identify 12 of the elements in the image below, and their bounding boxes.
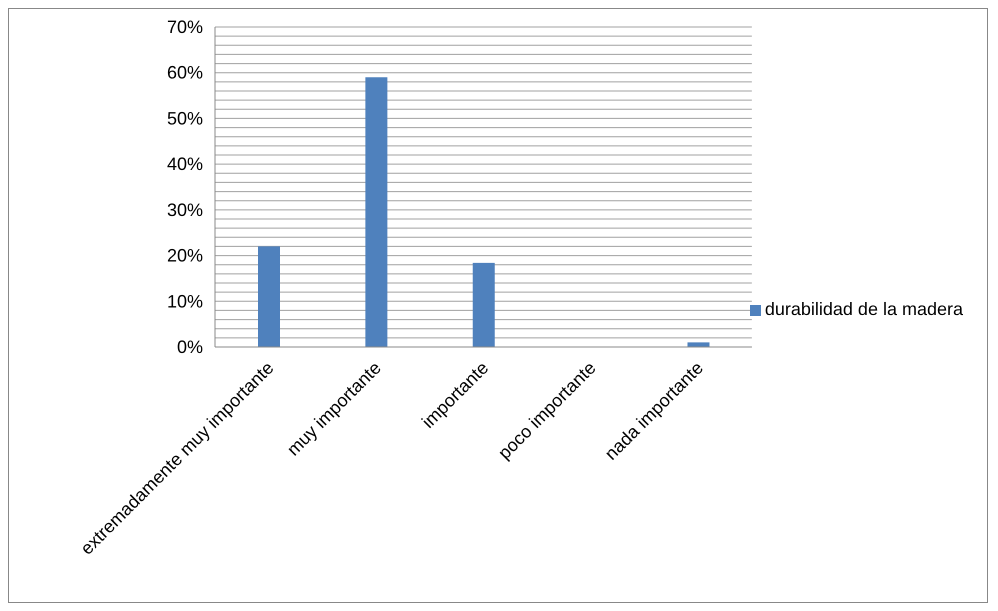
y-tick-label: 10% — [166, 291, 203, 312]
bar — [472, 262, 495, 347]
y-tick-label: 60% — [166, 62, 203, 83]
y-tick-label: 40% — [166, 154, 203, 174]
legend-label: durabilidad de la madera — [764, 299, 963, 319]
y-tick-label: 0% — [176, 337, 203, 357]
y-tick-label: 20% — [166, 246, 203, 266]
y-tick-label: 50% — [166, 108, 203, 128]
bar — [365, 77, 388, 347]
bar — [258, 246, 280, 347]
y-tick-label: 70% — [166, 17, 203, 37]
y-tick-label: 30% — [166, 200, 203, 220]
